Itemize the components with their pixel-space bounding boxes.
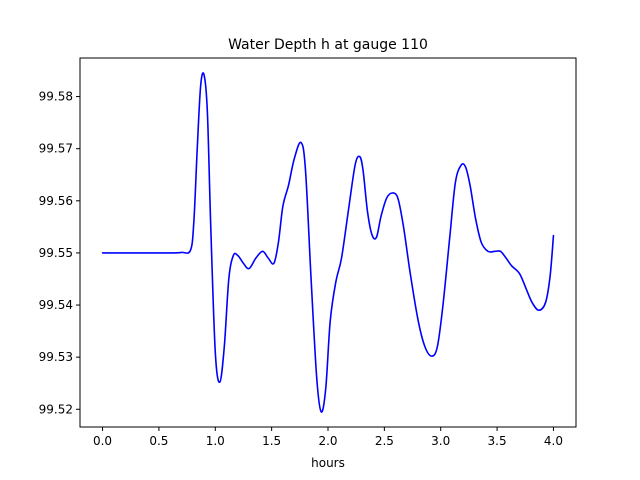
x-tick-label: 2.5 — [375, 434, 394, 448]
x-tick-label: 0.0 — [93, 434, 112, 448]
x-tick-label: 3.0 — [431, 434, 450, 448]
y-tick-label: 99.56 — [39, 194, 73, 208]
x-tick-label: 3.5 — [488, 434, 507, 448]
x-axis-label: hours — [311, 456, 345, 470]
x-tick-label: 2.0 — [318, 434, 337, 448]
x-tick-label: 1.5 — [262, 434, 281, 448]
x-tick-label: 0.5 — [149, 434, 168, 448]
series-layer — [101, 72, 555, 413]
y-axis-ticks: 99.52 99.53 99.54 99.55 99.56 99.57 99.58 — [39, 90, 80, 416]
y-tick-label: 99.53 — [39, 350, 73, 364]
x-tick-label: 1.0 — [206, 434, 225, 448]
y-tick-label: 99.52 — [39, 402, 73, 416]
plot-area-frame — [79, 57, 577, 428]
x-axis-ticks: 0.0 0.5 1.0 1.5 2.0 2.5 3.0 3.5 4.0 — [93, 427, 563, 448]
y-tick-label: 99.54 — [39, 298, 73, 312]
chart-title: Water Depth h at gauge 110 — [228, 37, 428, 53]
x-tick-label: 4.0 — [544, 434, 563, 448]
y-tick-label: 99.57 — [39, 142, 73, 156]
y-tick-label: 99.55 — [39, 246, 73, 260]
y-tick-label: 99.58 — [39, 90, 73, 104]
series-line — [101, 72, 555, 413]
